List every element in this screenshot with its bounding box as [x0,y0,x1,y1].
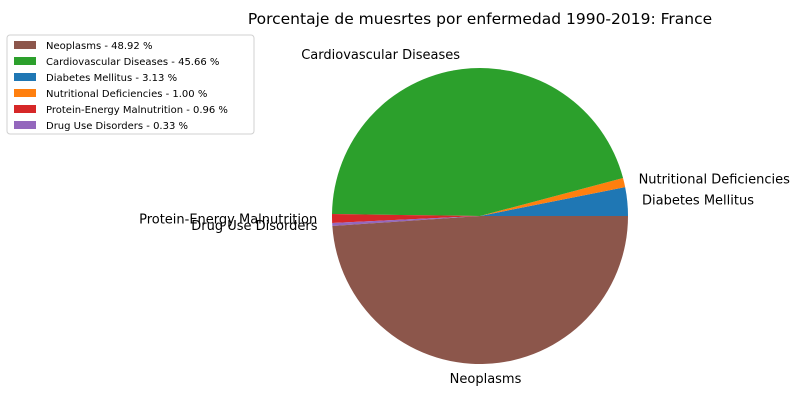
legend-entry-label: Neoplasms - 48.92 % [46,41,152,52]
legend-entry-label: Cardiovascular Diseases - 45.66 % [46,57,219,68]
legend-entry-label: Drug Use Disorders - 0.33 % [46,121,188,132]
pie-slice-nutritional-deficiencies [480,178,626,216]
chart-title: Porcentaje de muesrtes por enfermedad 19… [248,10,712,28]
slice-label-diabetes-mellitus: Diabetes Mellitus [642,194,754,209]
legend-swatch [14,73,36,81]
pie-slice-cardiovascular-diseases [332,67,624,217]
legend-entry-label: Protein-Energy Malnutrition - 0.96 % [46,105,228,116]
slice-label-protein-energy-malnutrition: Protein-Energy Malnutrition [139,212,317,227]
legend: Neoplasms - 48.92 % Cardiovascular Diseas… [6,34,255,135]
legend-swatch [14,105,36,113]
legend-entry-label: Nutritional Deficiencies - 1.00 % [46,89,207,100]
legend-swatch [14,41,36,49]
legend-frame [6,34,255,135]
slice-label-drug-use-disorders: Drug Use Disorders [191,219,317,234]
slice-label-cardiovascular-diseases: Cardiovascular Diseases [301,48,460,63]
legend-swatch [14,121,36,129]
pie-slice-protein-energy-malnutrition [332,214,480,223]
legend-swatch [14,57,36,65]
pie-slices [332,67,628,365]
pie-slice-diabetes-mellitus [480,187,628,216]
pie-slice-drug-use-disorders [332,216,480,227]
legend-entry-label: Diabetes Mellitus - 3.13 % [46,73,177,84]
slice-labels: Diabetes Mellitus Nutritional Deficiencie… [139,48,790,387]
slice-label-nutritional-deficiencies: Nutritional Deficiencies [639,173,791,188]
pie-slice-neoplasms [332,216,628,365]
slice-label-neoplasms: Neoplasms [450,372,522,387]
legend-swatch [14,89,36,97]
